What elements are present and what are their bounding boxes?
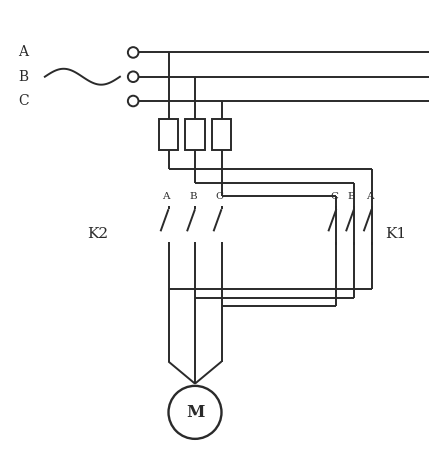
Text: M: M (186, 404, 204, 421)
Text: B: B (348, 192, 356, 201)
Text: C: C (330, 192, 338, 201)
Text: C: C (215, 192, 223, 201)
Bar (159, 119, 178, 149)
Text: K2: K2 (87, 226, 109, 241)
Text: C: C (18, 94, 29, 108)
Text: A: A (18, 45, 28, 59)
Bar (185, 119, 205, 149)
Text: A: A (365, 192, 373, 201)
Bar (212, 119, 231, 149)
Text: K1: K1 (385, 226, 407, 241)
Text: B: B (189, 192, 197, 201)
Text: A: A (163, 192, 170, 201)
Text: B: B (18, 70, 28, 84)
